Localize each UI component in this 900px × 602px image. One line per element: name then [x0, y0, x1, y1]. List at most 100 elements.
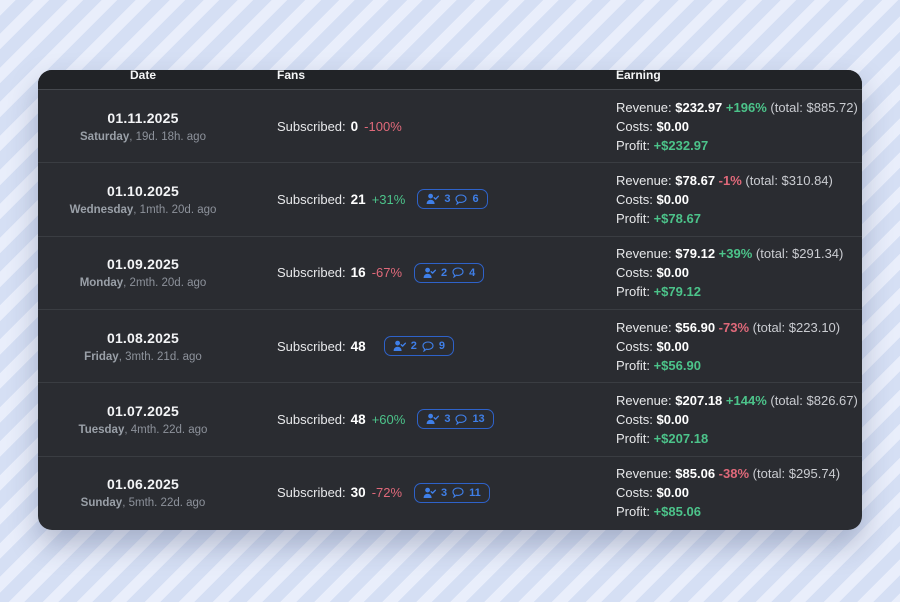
badge-user-count: 2 [410, 340, 417, 353]
subscribed-label: Subscribed: [277, 191, 346, 207]
costs-amount: $0.00 [656, 485, 690, 501]
badge-user-count: 2 [441, 266, 448, 279]
revenue-line: Revenue: $207.18 +144% (total: $826.67) [616, 391, 862, 410]
date-cell: 01.11.2025 Saturday, 19d. 18h. ago [38, 110, 248, 143]
subscribed-label: Subscribed: [277, 485, 346, 501]
subscribed-line: Subscribed: 48 [277, 339, 372, 354]
earning-cell: Revenue: $85.06 -38% (total: $295.74) Co… [616, 464, 862, 521]
badge-comment-count: 6 [472, 193, 479, 206]
revenue-change: -38% [718, 466, 750, 482]
column-header-fans: Fans [277, 70, 306, 82]
weekday-label: Tuesday [78, 423, 125, 436]
fans-activity-badge[interactable]: 3 6 [417, 189, 488, 210]
revenue-change: +196% [725, 99, 767, 115]
earning-cell: Revenue: $78.67 -1% (total: $310.84) Cos… [616, 171, 862, 228]
costs-line: Costs: $0.00 [616, 263, 862, 282]
date-relative: Tuesday, 4mth. 22d. ago [38, 424, 248, 436]
costs-line: Costs: $0.00 [616, 337, 862, 356]
costs-label: Costs: [616, 118, 653, 134]
table-row: 01.09.2025 Monday, 2mth. 20d. ago Subscr… [38, 235, 862, 309]
profit-label: Profit: [616, 357, 650, 373]
revenue-change: -73% [718, 319, 750, 335]
revenue-change: +144% [725, 392, 767, 408]
revenue-amount: $85.06 [675, 466, 716, 482]
revenue-label: Revenue: [616, 392, 672, 408]
profit-line: Profit: +$85.06 [616, 502, 862, 521]
fans-activity-badge[interactable]: 3 11 [414, 482, 490, 503]
revenue-amount: $207.18 [675, 392, 723, 408]
date-cell: 01.08.2025 Friday, 3mth. 21d. ago [38, 330, 248, 363]
user-check-icon [393, 340, 406, 352]
badge-comment-count: 9 [438, 340, 445, 353]
revenue-label: Revenue: [616, 246, 672, 262]
subscribed-change: -67% [371, 265, 403, 281]
date-value: 01.06.2025 [106, 476, 180, 493]
revenue-amount: $78.67 [675, 172, 716, 188]
user-check-icon [423, 487, 437, 499]
revenue-total: (total: $295.74) [752, 466, 841, 482]
date-value: 01.10.2025 [106, 182, 180, 199]
costs-amount: $0.00 [656, 191, 690, 207]
fans-cell: Subscribed: 16 -67% 2 [248, 262, 616, 283]
revenue-label: Revenue: [616, 319, 672, 335]
profit-label: Profit: [616, 210, 650, 226]
comment-bubble-icon [455, 414, 467, 425]
comment-bubble-icon [452, 487, 464, 499]
user-check-icon [426, 193, 440, 205]
stats-table: Date Fans Earning 01.11.2025 Saturday, 1… [38, 70, 862, 530]
profit-amount: +$78.67 [653, 210, 701, 226]
time-ago-label: , 2mth. 20d. ago [123, 277, 207, 290]
costs-amount: $0.00 [656, 265, 690, 281]
costs-amount: $0.00 [656, 411, 690, 427]
weekday-label: Sunday [80, 497, 123, 510]
revenue-total: (total: $310.84) [745, 172, 833, 188]
time-ago-label: , 3mth. 21d. ago [118, 350, 202, 363]
weekday-label: Wednesday [69, 203, 134, 216]
comment-bubble-icon [455, 194, 467, 205]
date-cell: 01.07.2025 Tuesday, 4mth. 22d. ago [38, 403, 248, 436]
subscribed-count: 21 [350, 191, 366, 207]
date-cell: 01.09.2025 Monday, 2mth. 20d. ago [38, 256, 248, 289]
costs-line: Costs: $0.00 [616, 483, 862, 502]
costs-label: Costs: [616, 191, 653, 207]
badge-user-count: 3 [444, 193, 451, 206]
fans-activity-badge[interactable]: 2 9 [383, 336, 454, 357]
subscribed-label: Subscribed: [277, 338, 346, 354]
subscribed-line: Subscribed: 48 +60% [277, 412, 405, 427]
subscribed-count: 48 [350, 338, 366, 354]
subscribed-count: 30 [350, 485, 366, 501]
subscribed-label: Subscribed: [277, 411, 346, 427]
fans-activity-badge[interactable]: 3 13 [417, 409, 494, 430]
subscribed-line: Subscribed: 0 -100% [277, 119, 402, 134]
fans-cell: Subscribed: 48 +60% 3 [248, 409, 616, 430]
revenue-label: Revenue: [616, 99, 672, 115]
comment-bubble-icon [422, 341, 434, 352]
revenue-line: Revenue: $78.67 -1% (total: $310.84) [616, 171, 862, 190]
costs-amount: $0.00 [656, 338, 690, 354]
fans-cell: Subscribed: 48 2 9 [248, 336, 616, 357]
costs-label: Costs: [616, 265, 653, 281]
fans-activity-badge[interactable]: 2 4 [414, 262, 485, 283]
revenue-label: Revenue: [616, 172, 672, 188]
date-relative: Wednesday, 1mth. 20d. ago [38, 204, 248, 216]
column-header-date: Date [129, 70, 156, 82]
column-header-earning: Earning [616, 70, 661, 82]
table-row: 01.08.2025 Friday, 3mth. 21d. ago Subscr… [38, 308, 862, 382]
subscribed-label: Subscribed: [277, 118, 346, 134]
profit-amount: +$207.18 [653, 430, 709, 446]
subscribed-count: 0 [350, 118, 359, 134]
date-cell: 01.06.2025 Sunday, 5mth. 22d. ago [38, 476, 248, 509]
revenue-amount: $232.97 [675, 99, 723, 115]
badge-user-count: 3 [444, 413, 451, 426]
earning-cell: Revenue: $207.18 +144% (total: $826.67) … [616, 391, 862, 448]
revenue-line: Revenue: $79.12 +39% (total: $291.34) [616, 244, 862, 263]
revenue-change: +39% [718, 246, 753, 262]
badge-comment-count: 13 [472, 413, 485, 426]
subscribed-change: +31% [371, 191, 406, 207]
date-relative: Saturday, 19d. 18h. ago [38, 131, 248, 143]
profit-label: Profit: [616, 504, 650, 520]
time-ago-label: , 19d. 18h. ago [129, 130, 206, 143]
badge-comment-count: 4 [469, 266, 476, 279]
time-ago-label: , 1mth. 20d. ago [133, 203, 217, 216]
weekday-label: Friday [84, 350, 119, 363]
